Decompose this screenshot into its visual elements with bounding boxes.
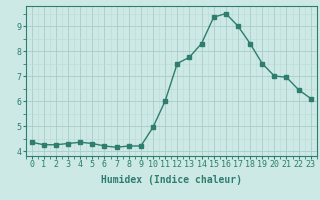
X-axis label: Humidex (Indice chaleur): Humidex (Indice chaleur): [101, 175, 242, 185]
